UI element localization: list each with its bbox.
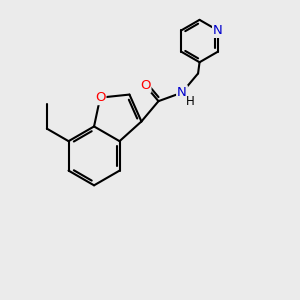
Text: H: H xyxy=(186,95,195,108)
Text: O: O xyxy=(95,91,105,104)
Text: O: O xyxy=(140,79,151,92)
Text: N: N xyxy=(213,24,223,37)
Text: N: N xyxy=(177,86,187,99)
